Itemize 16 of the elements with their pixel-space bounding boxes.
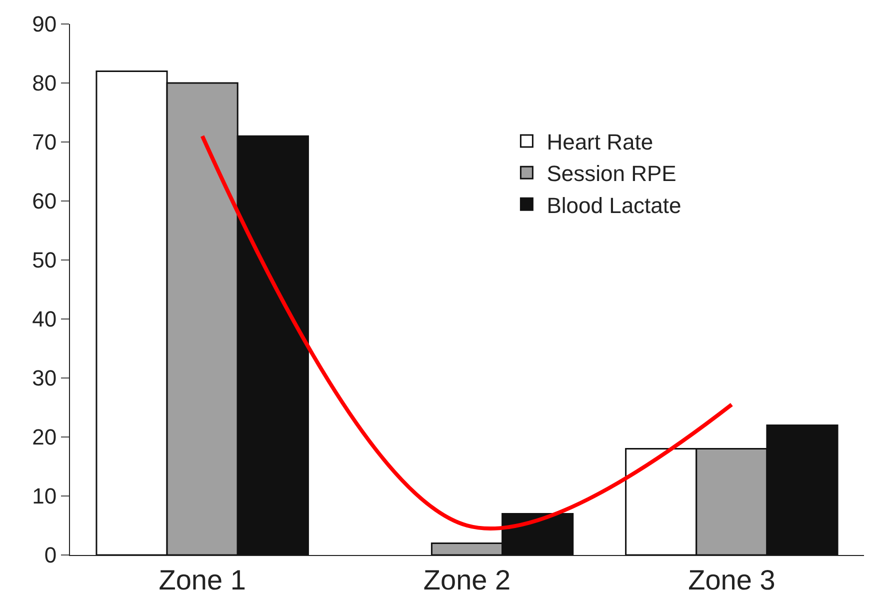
- y-tick-label: 0: [44, 542, 57, 568]
- y-tick-label: 60: [32, 188, 57, 214]
- x-tick-label: Zone 1: [158, 564, 246, 596]
- y-tick-label: 20: [32, 424, 57, 450]
- y-tick-label: 30: [32, 366, 57, 391]
- legend-label: Heart Rate: [546, 130, 654, 155]
- y-tick-label: 80: [32, 70, 57, 96]
- y-tick-label: 40: [32, 306, 57, 332]
- x-tick-label: Zone 2: [423, 564, 511, 596]
- y-tick-label: 70: [32, 130, 57, 155]
- y-tick-label: 10: [32, 484, 57, 509]
- x-tick-label: Zone 3: [688, 564, 776, 596]
- y-tick-label: 50: [32, 248, 57, 273]
- y-tick-label: 90: [32, 12, 57, 37]
- legend-label: Blood Lactate: [546, 192, 682, 218]
- legend-label: Session RPE: [546, 161, 676, 186]
